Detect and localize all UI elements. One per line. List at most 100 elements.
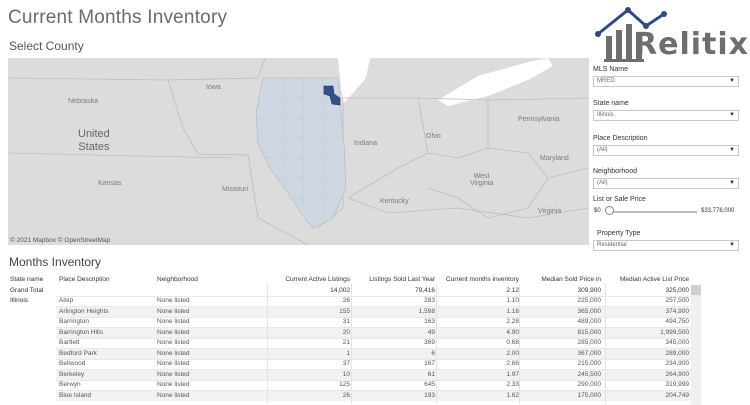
cell-median-list: 325,000 <box>665 286 690 294</box>
cell-median-sold: 215,000 <box>577 360 602 367</box>
map-attribution[interactable]: © 2021 Mapbox © OpenStreetMap <box>10 237 111 244</box>
cell-neighborhood: None listed <box>157 297 190 304</box>
cell-months: 4.90 <box>506 328 519 336</box>
state-name-dropdown[interactable]: Illinois ▼ <box>593 110 739 121</box>
filter-label-price: List or Sale Price <box>593 196 646 203</box>
header-state[interactable]: State name <box>10 276 44 283</box>
header-place[interactable]: Place Description <box>59 276 110 283</box>
chevron-down-icon: ▼ <box>729 78 735 84</box>
column-divider <box>519 284 520 404</box>
table-row[interactable]: Arlington Heights None listed 155 1,598 1.16… <box>56 306 701 317</box>
cell-median-list: 204,749 <box>665 391 690 399</box>
cell-active: 21 <box>342 339 350 346</box>
mls-name-dropdown[interactable]: MRED ▼ <box>593 76 739 87</box>
cell-sold: 163 <box>424 318 435 325</box>
grand-total-row[interactable]: Grand Total 14,002 79,416 2.12 309,900 325,00… <box>8 285 701 296</box>
property-type-dropdown[interactable]: Residential ▼ <box>593 240 739 251</box>
row-divider <box>56 295 701 297</box>
map-label-nebraska: Nebraska <box>68 98 98 105</box>
price-slider-max: $33,776,000 <box>701 208 735 214</box>
cell-median-sold: 285,000 <box>577 339 602 346</box>
cell-active: 26 <box>342 297 350 304</box>
cell-active: 26 <box>342 391 350 399</box>
table-row[interactable]: Berkeley None listed 10 61 1.97 245,500 264,90… <box>56 369 701 380</box>
header-median-list[interactable]: Median Active List Price <box>619 276 689 283</box>
state-name-value: Illinois <box>597 112 614 118</box>
header-months[interactable]: Current months inventory <box>446 276 519 283</box>
cell-place: Bartlett <box>59 339 80 346</box>
table-row[interactable]: Barrington None listed 31 163 2.28 489,000 494… <box>56 317 701 328</box>
header-sold[interactable]: Listings Sold Last Year <box>369 276 435 283</box>
filter-label-property: Property Type <box>597 230 641 237</box>
state-cell: Illinois <box>10 297 29 304</box>
table-header: State name Place Description Neighborhoo… <box>8 274 701 285</box>
table-row[interactable]: Alsip None listed 26 283 1.10 225,000 257,500 <box>56 296 701 307</box>
price-slider-track[interactable] <box>609 211 697 213</box>
grand-total-label: Grand Total <box>10 286 44 294</box>
cell-median-list: 319,999 <box>665 381 690 388</box>
map-label-indiana: Indiana <box>354 140 377 147</box>
table-scrollbar[interactable] <box>691 285 701 405</box>
cell-place: Alsip <box>59 297 74 304</box>
cell-sold: 645 <box>424 381 435 388</box>
header-active[interactable]: Current Active Listings <box>285 276 350 283</box>
price-slider-handle[interactable] <box>605 206 614 215</box>
cell-sold: 61 <box>427 370 435 378</box>
place-description-value: (All) <box>597 147 608 153</box>
cell-sold: 6 <box>431 349 435 357</box>
map-canvas[interactable] <box>8 58 589 245</box>
header-median-sold[interactable]: Median Sold Price in <box>541 276 601 283</box>
cell-place: Berkeley <box>59 370 85 378</box>
cell-active: 37 <box>342 360 350 367</box>
cell-median-sold: 245,500 <box>577 370 602 378</box>
cell-months: 1.62 <box>506 391 519 399</box>
table-row[interactable]: Bellwood None listed 37 167 2.66 215,000 234,9… <box>56 359 701 370</box>
cell-median-list: 257,500 <box>665 297 690 304</box>
cell-neighborhood: None listed <box>157 370 190 378</box>
cell-months: 1.97 <box>506 370 519 378</box>
cell-sold: 79,416 <box>415 286 435 294</box>
chevron-down-icon: ▼ <box>729 112 735 118</box>
state-borders <box>8 58 589 245</box>
cell-months: 2.66 <box>506 360 519 367</box>
cell-active: 20 <box>342 328 350 336</box>
map-label-kentucky: Kentucky <box>380 198 409 205</box>
row-divider <box>56 390 701 391</box>
lake-michigan <box>338 58 370 103</box>
cell-place: Bedford Park <box>59 349 97 357</box>
row-divider <box>56 337 701 339</box>
row-divider <box>56 316 701 318</box>
cell-median-list: 374,900 <box>665 307 690 315</box>
cell-place: Barrington <box>59 318 89 325</box>
cell-median-list: 289,000 <box>665 349 690 357</box>
cell-sold: 283 <box>424 297 435 304</box>
cell-median-sold: 367,000 <box>577 349 602 357</box>
cell-months: 2.33 <box>506 381 519 388</box>
cell-months: 1.10 <box>506 297 519 304</box>
table-row[interactable]: Blue Island None listed 26 193 1.62 175,000 20… <box>56 390 701 401</box>
cell-place: Barrington Hills <box>59 328 104 336</box>
map-label-ohio: Ohio <box>426 133 441 140</box>
county-map[interactable]: Nebraska Iowa United States Kansas Misso… <box>8 58 589 245</box>
illinois-counties <box>258 78 346 220</box>
cell-neighborhood: None listed <box>157 318 190 325</box>
neighborhood-dropdown[interactable]: (All) ▼ <box>593 178 739 189</box>
map-label-iowa: Iowa <box>206 84 221 91</box>
table-scrollbar-thumb[interactable] <box>691 285 701 295</box>
cell-neighborhood: None listed <box>157 360 190 367</box>
page-title: Current Months Inventory <box>8 7 228 28</box>
header-neighborhood[interactable]: Neighborhood <box>157 276 198 283</box>
table-row[interactable]: Bedford Park None listed 1 6 2.00 367,000 289,… <box>56 348 701 359</box>
cell-months: 2.00 <box>506 349 519 357</box>
cell-months: 2.28 <box>506 318 519 325</box>
table-row[interactable]: Barrington Hills None listed 20 49 4.90 815,0… <box>56 327 701 338</box>
table-row[interactable]: Bartlett None listed 21 369 0.68 285,000 345,0… <box>56 338 701 349</box>
column-divider <box>351 284 352 404</box>
place-description-dropdown[interactable]: (All) ▼ <box>593 145 739 156</box>
cell-median-list: 345,000 <box>665 339 690 346</box>
table-row[interactable]: Berwyn None listed 125 645 2.33 290,000 319,99… <box>56 380 701 391</box>
table-section-title: Months Inventory <box>9 255 102 269</box>
cell-median-sold: 365,000 <box>577 307 602 315</box>
selected-county <box>323 85 341 106</box>
map-label-west-virginia: West Virginia <box>470 173 494 187</box>
